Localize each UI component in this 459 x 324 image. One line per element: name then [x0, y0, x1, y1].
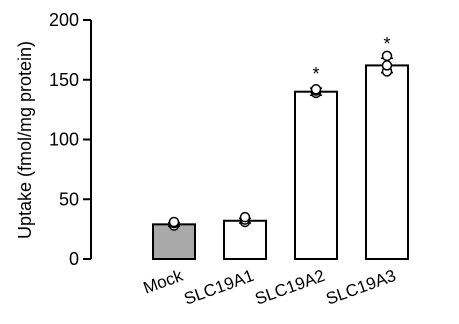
data-point [168, 216, 180, 228]
bar-slc19a3 [365, 64, 409, 260]
significance-marker: * [383, 34, 390, 54]
x-tick-label: SLC19A2 [252, 266, 327, 309]
data-point [381, 50, 393, 62]
y-tick-label: 150 [49, 70, 79, 90]
y-tick-label: 50 [59, 189, 79, 209]
y-tick-label: 100 [49, 130, 79, 150]
data-point [239, 211, 251, 223]
data-point [381, 60, 393, 71]
y-tick-label: 200 [49, 10, 79, 30]
x-tick-label: Mock [141, 266, 186, 298]
bar-slc19a2 [294, 90, 338, 260]
bars: ** [152, 34, 409, 260]
y-tick-label: 0 [69, 249, 79, 269]
x-tick-label: SLC19A1 [181, 266, 256, 309]
x-tick-label: SLC19A3 [323, 266, 398, 309]
data-point [310, 84, 322, 95]
significance-marker: * [312, 64, 319, 84]
y-axis: 0 50 100 150 200 [49, 10, 92, 269]
y-axis-label: Uptake (fmol/mg protein) [15, 41, 35, 239]
